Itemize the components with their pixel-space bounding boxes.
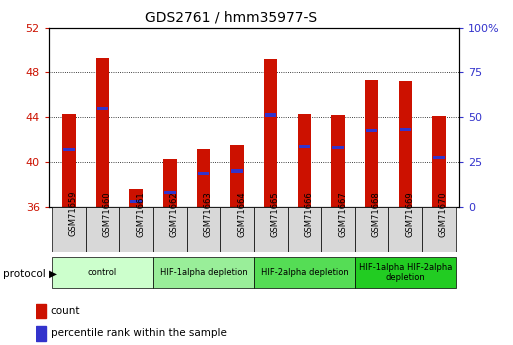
Bar <box>36 326 46 341</box>
Bar <box>97 107 108 110</box>
Bar <box>163 159 176 207</box>
Bar <box>129 189 143 207</box>
FancyBboxPatch shape <box>86 207 120 252</box>
Bar <box>264 59 278 207</box>
Bar <box>63 148 74 151</box>
Bar <box>230 145 244 207</box>
Text: GSM71667: GSM71667 <box>338 191 347 237</box>
Bar <box>433 156 445 159</box>
Text: GSM71665: GSM71665 <box>271 191 280 237</box>
Bar <box>231 169 243 173</box>
Bar <box>62 114 75 207</box>
Bar <box>331 115 345 207</box>
FancyBboxPatch shape <box>355 207 388 252</box>
Text: GSM71660: GSM71660 <box>103 191 111 237</box>
Bar <box>400 128 411 131</box>
Text: GSM71669: GSM71669 <box>405 191 415 237</box>
FancyBboxPatch shape <box>153 207 187 252</box>
FancyBboxPatch shape <box>187 207 220 252</box>
Bar <box>366 129 378 132</box>
Text: HIF-2alpha depletion: HIF-2alpha depletion <box>261 268 348 277</box>
Text: GSM71670: GSM71670 <box>439 191 448 237</box>
Bar <box>96 58 109 207</box>
FancyBboxPatch shape <box>288 207 321 252</box>
Text: GSM71661: GSM71661 <box>136 191 145 237</box>
Text: GSM71663: GSM71663 <box>204 191 212 237</box>
Text: GDS2761 / hmm35977-S: GDS2761 / hmm35977-S <box>145 10 317 24</box>
Bar <box>365 80 379 207</box>
FancyBboxPatch shape <box>52 207 86 252</box>
Bar <box>36 304 46 318</box>
Bar <box>399 81 412 207</box>
Text: HIF-1alpha HIF-2alpha
depletion: HIF-1alpha HIF-2alpha depletion <box>359 263 452 282</box>
Text: HIF-1alpha depletion: HIF-1alpha depletion <box>160 268 247 277</box>
Text: GSM71662: GSM71662 <box>170 191 179 237</box>
Bar <box>298 114 311 207</box>
Bar <box>332 146 344 149</box>
FancyBboxPatch shape <box>422 207 456 252</box>
FancyBboxPatch shape <box>254 207 288 252</box>
Text: control: control <box>88 268 117 277</box>
FancyBboxPatch shape <box>52 257 153 288</box>
Text: protocol ▶: protocol ▶ <box>3 269 56 279</box>
Text: GSM71659: GSM71659 <box>69 191 78 236</box>
Text: GSM71666: GSM71666 <box>304 191 313 237</box>
Text: percentile rank within the sample: percentile rank within the sample <box>51 328 227 338</box>
Bar <box>198 172 209 175</box>
Bar <box>265 114 277 117</box>
Text: GSM71664: GSM71664 <box>237 191 246 237</box>
Bar <box>130 200 142 203</box>
Text: GSM71668: GSM71668 <box>372 191 381 237</box>
Bar <box>432 116 446 207</box>
FancyBboxPatch shape <box>153 257 254 288</box>
Bar <box>197 149 210 207</box>
FancyBboxPatch shape <box>120 207 153 252</box>
Text: count: count <box>51 306 80 316</box>
Bar <box>299 145 310 148</box>
Bar <box>164 191 175 194</box>
FancyBboxPatch shape <box>254 257 355 288</box>
FancyBboxPatch shape <box>220 207 254 252</box>
FancyBboxPatch shape <box>388 207 422 252</box>
FancyBboxPatch shape <box>321 207 355 252</box>
FancyBboxPatch shape <box>355 257 456 288</box>
